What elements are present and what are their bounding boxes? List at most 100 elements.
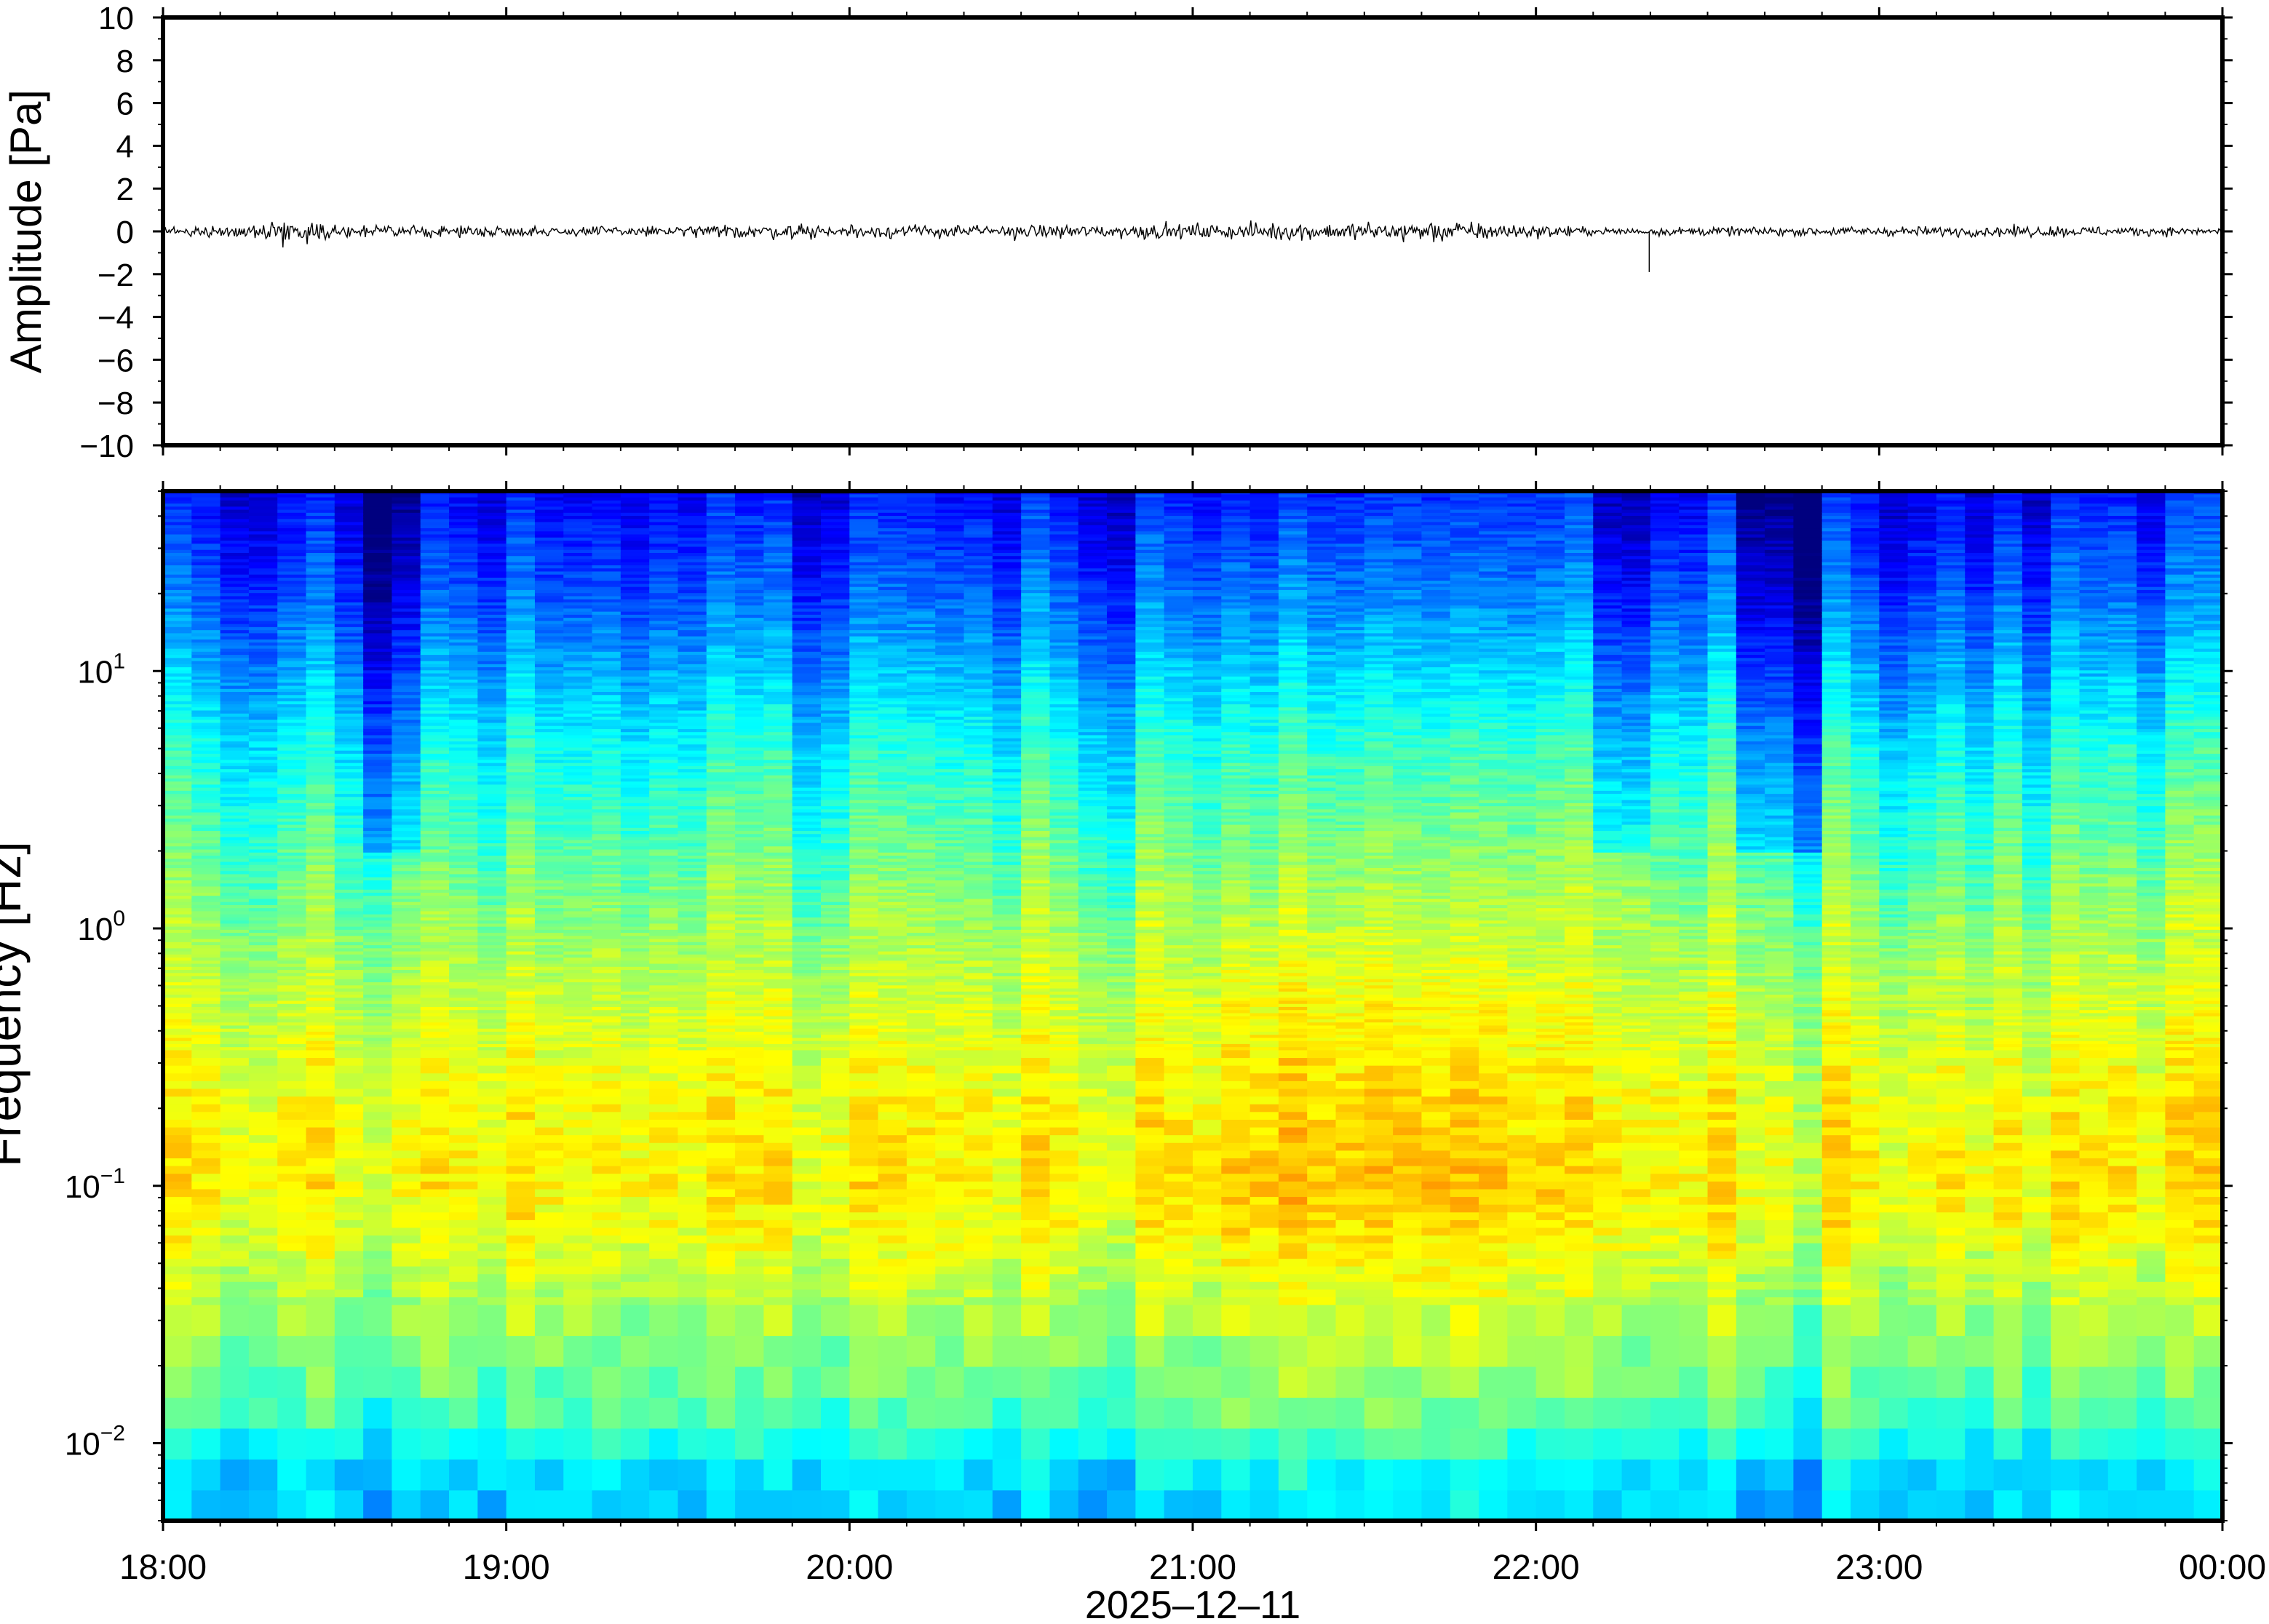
spectrogram-cell xyxy=(248,651,279,656)
spectrogram-cell xyxy=(534,1080,565,1089)
spectrogram-cell xyxy=(449,1459,479,1491)
spectrogram-cell xyxy=(649,555,679,560)
spectrogram-cell xyxy=(735,1265,765,1275)
spectrogram-cell xyxy=(248,744,279,748)
spectrogram-cell xyxy=(334,1219,364,1228)
spectrogram-cell xyxy=(363,679,393,683)
spectrogram-cell xyxy=(477,700,507,704)
spectrogram-cell xyxy=(248,935,279,939)
spectrogram-cell xyxy=(677,848,707,853)
spectrogram-cell xyxy=(306,913,335,918)
spectrogram-cell xyxy=(649,533,679,538)
spectrogram-cell xyxy=(592,669,621,674)
spectrogram-cell xyxy=(392,1103,421,1112)
spectrogram-cell xyxy=(506,864,536,868)
spectrogram-cell xyxy=(191,796,221,800)
spectrogram-cell xyxy=(735,843,765,847)
spectrogram-cell xyxy=(420,660,450,664)
spectrogram-cell xyxy=(449,987,479,992)
spectrogram-cell xyxy=(677,984,707,989)
spectrogram-cell xyxy=(592,873,621,877)
spectrogram-cell xyxy=(363,657,393,661)
spectrogram-cell xyxy=(392,688,421,693)
spectrogram-cell xyxy=(735,790,765,795)
spectrogram-cell xyxy=(592,867,621,872)
spectrogram-cell xyxy=(191,1119,221,1128)
spectrogram-cell xyxy=(392,845,421,850)
spectrogram-cell xyxy=(334,709,364,714)
spectrogram-cell xyxy=(620,1428,650,1460)
spectrogram-cell xyxy=(677,870,707,875)
spectrogram-cell xyxy=(592,664,621,668)
spectrogram-cell xyxy=(191,700,221,704)
spectrogram-cell xyxy=(248,1088,279,1097)
spectrogram-cell xyxy=(763,1173,793,1182)
spectrogram-cell xyxy=(163,864,193,868)
spectrogram-cell xyxy=(306,984,335,989)
spectrogram-cell xyxy=(248,920,279,924)
spectrogram-cell xyxy=(563,536,593,541)
spectrogram-cell xyxy=(677,960,707,964)
spectrogram-cell xyxy=(763,885,793,890)
spectrogram-cell xyxy=(763,1072,793,1081)
spectrogram-cell xyxy=(620,635,650,640)
spectrogram-cell xyxy=(420,521,450,525)
spectrogram-cell xyxy=(649,1088,679,1097)
spectrogram-cell xyxy=(191,728,221,733)
spectrogram-cell xyxy=(277,632,307,637)
spectrogram-cell xyxy=(220,994,250,998)
spectrogram-cell xyxy=(248,605,279,609)
spectrogram-cell xyxy=(191,725,221,729)
spectrogram-cell xyxy=(163,493,193,498)
spectrogram-cell xyxy=(220,725,250,729)
spectrogram-cell xyxy=(706,660,736,664)
spectrogram-cell xyxy=(677,660,707,664)
spectrogram-cell xyxy=(449,876,479,880)
spectrogram-cell xyxy=(248,966,279,971)
spectrogram-cell xyxy=(306,836,335,840)
spectrogram-cell xyxy=(334,990,364,995)
spectrogram-cell xyxy=(220,1126,250,1136)
spectrogram-cell xyxy=(649,1366,679,1398)
spectrogram-cell xyxy=(420,784,450,788)
spectrogram-cell xyxy=(563,784,593,788)
spectrogram-cell xyxy=(220,781,250,785)
spectrogram-cell xyxy=(277,744,307,748)
spectrogram-cell xyxy=(620,929,650,934)
spectrogram-cell xyxy=(477,1134,507,1143)
spectrogram-cell xyxy=(706,561,736,565)
spectrogram-cell xyxy=(363,543,393,547)
spectrogram-cell xyxy=(392,803,421,807)
spectrogram-cell xyxy=(420,938,450,942)
spectrogram-cell xyxy=(649,1003,679,1008)
spectrogram-cell xyxy=(306,947,335,952)
spectrogram-cell xyxy=(563,716,593,720)
spectrogram-cell xyxy=(763,549,793,553)
spectrogram-cell xyxy=(592,1165,621,1174)
spectrogram-cell xyxy=(449,1024,479,1029)
spectrogram-cell xyxy=(248,654,279,658)
spectrogram-cell xyxy=(677,815,707,819)
spectrogram-cell xyxy=(592,1034,621,1038)
spectrogram-cell xyxy=(191,620,221,624)
spectrogram-cell xyxy=(363,942,393,946)
spectrogram-cell xyxy=(706,666,736,671)
spectrogram-cell xyxy=(649,957,679,961)
spectrogram-cell xyxy=(248,558,279,562)
spectrogram-cell xyxy=(334,503,364,507)
spectrogram-cell xyxy=(334,885,364,890)
spectrogram-cell xyxy=(649,1057,679,1066)
spectrogram-cell xyxy=(163,982,193,986)
spectrogram-cell xyxy=(534,774,565,779)
spectrogram-cell xyxy=(449,503,479,507)
spectrogram-cell xyxy=(306,657,335,661)
spectrogram-cell xyxy=(735,765,765,770)
spectrogram-cell xyxy=(363,784,393,788)
spectrogram-cell xyxy=(563,530,593,535)
spectrogram-cell xyxy=(677,938,707,942)
spectrogram-cell xyxy=(277,1037,307,1041)
spectrogram-cell xyxy=(563,528,593,532)
spectrogram-cell xyxy=(534,602,565,606)
spectrogram-cell xyxy=(277,1000,307,1004)
spectrogram-cell xyxy=(449,895,479,899)
